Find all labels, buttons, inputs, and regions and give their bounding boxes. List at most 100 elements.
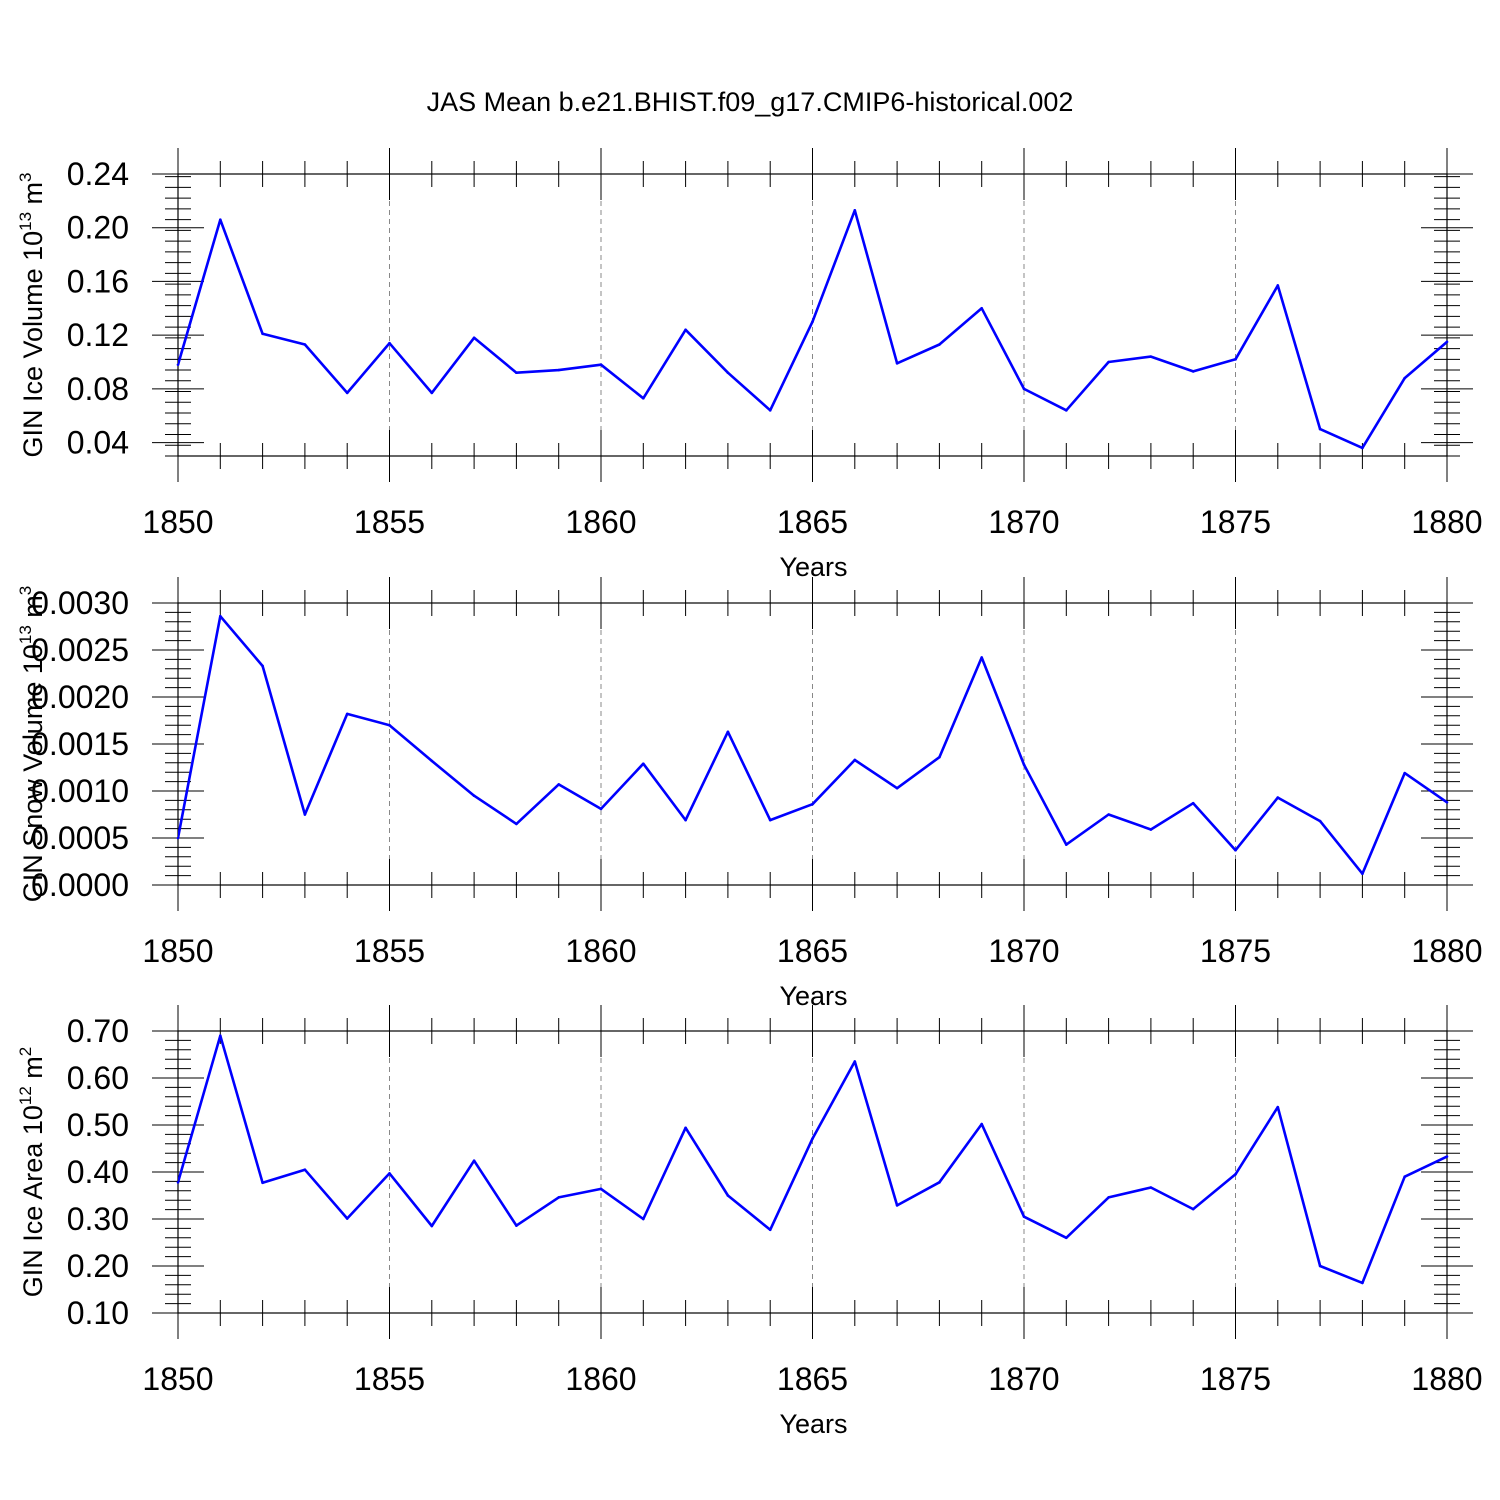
y-axis-title-text: m	[18, 595, 48, 625]
data-point	[219, 614, 222, 618]
data-point	[1318, 819, 1322, 823]
y-tick-label: 0.60	[67, 1060, 129, 1096]
y-axis-title-superscript: 3	[16, 586, 35, 595]
data-point	[1022, 387, 1026, 391]
y-tick-label: 0.40	[67, 1154, 129, 1190]
data-point	[261, 332, 264, 336]
data-point	[895, 786, 899, 790]
x-tick-label: 1860	[565, 933, 636, 969]
x-tick-label: 1865	[777, 933, 848, 969]
data-point	[599, 363, 603, 366]
data-point	[768, 818, 772, 822]
y-axis-title: GIN Ice Area 1012 m2	[16, 1047, 48, 1298]
data-point	[895, 1204, 899, 1207]
x-tick-label: 1875	[1200, 1361, 1271, 1397]
data-point	[430, 391, 434, 395]
panel-ice-area: 0.10 0.20 0.30 0.40 0.50 0.60 0.70 1850 1855 1860…	[16, 1005, 1483, 1439]
data-point	[472, 794, 476, 797]
data-point	[176, 836, 180, 840]
x-tick-label: 1880	[1411, 1361, 1482, 1397]
y-axis-title: GIN Ice Volume 1013 m3	[16, 172, 48, 457]
data-point	[811, 802, 814, 806]
data-point	[472, 1159, 476, 1163]
data-point	[1065, 409, 1068, 412]
data-point	[1191, 370, 1195, 373]
data-point	[980, 306, 983, 310]
data-point	[642, 1217, 645, 1221]
data-point	[1445, 1155, 1449, 1158]
data-point	[684, 818, 687, 822]
figure-title: JAS Mean b.e21.BHIST.f09_g17.CMIP6-histo…	[427, 87, 1074, 117]
data-point	[1149, 355, 1153, 358]
data-point	[853, 1060, 857, 1063]
y-tick-label: 0.70	[67, 1013, 129, 1049]
data-point	[684, 1126, 687, 1130]
x-tick-label: 1875	[1200, 504, 1271, 540]
data-point	[345, 391, 349, 395]
x-tick-label: 1850	[142, 933, 213, 969]
y-axis-title-text: m	[18, 1056, 48, 1086]
data-point	[726, 371, 730, 375]
series-line-snow-volume	[178, 614, 1447, 876]
data-point	[642, 762, 645, 766]
y-tick-label: 0.20	[67, 1248, 129, 1284]
panel-snow-volume: 0.0000 0.0005 0.0010 0.0015 0.0020 0.0025 0.00…	[16, 577, 1483, 1011]
panels: 0.04 0.08 0.12 0.16 0.20 0.24 1850 1855 1860 1865…	[16, 148, 1483, 1439]
data-point	[557, 368, 560, 372]
y-tick-label: 0.50	[67, 1107, 129, 1143]
data-point	[557, 783, 560, 786]
data-point	[1276, 796, 1280, 799]
data-point	[938, 755, 941, 759]
data-point	[853, 208, 857, 212]
data-point	[219, 1034, 222, 1037]
plot-frame	[177, 602, 1448, 886]
data-point	[599, 807, 603, 811]
data-point	[261, 664, 264, 668]
data-point	[303, 343, 307, 346]
x-tick-label: 1855	[354, 504, 425, 540]
x-tick-label: 1875	[1200, 933, 1271, 969]
data-point	[684, 328, 687, 332]
data-point	[388, 341, 391, 345]
data-point	[1403, 376, 1406, 380]
data-point	[1022, 1215, 1026, 1218]
y-tick-label: 0.0030	[31, 585, 129, 621]
x-axis-title: Years	[779, 552, 847, 582]
data-point	[1107, 813, 1110, 816]
data-point	[176, 363, 180, 366]
panel-ice-volume: 0.04 0.08 0.12 0.16 0.20 0.24 1850 1855 1860 1865…	[16, 148, 1483, 582]
y-axis-title-text: GIN Snow Volume 10	[18, 644, 48, 902]
y-axis-title-text: GIN Ice Volume 10	[18, 231, 48, 458]
data-point	[895, 362, 899, 365]
y-axis-title-text: GIN Ice Area 10	[18, 1105, 48, 1297]
y-tick-label: 0.04	[67, 425, 129, 461]
data-point	[219, 218, 222, 221]
data-point	[980, 656, 983, 659]
x-tick-label: 1870	[988, 933, 1059, 969]
data-point	[599, 1187, 603, 1191]
y-tick-label: 0.30	[67, 1201, 129, 1237]
data-point	[938, 343, 941, 346]
data-point	[938, 1181, 941, 1184]
data-point	[1403, 1175, 1406, 1178]
y-axis-title-superscript: 12	[16, 1086, 35, 1105]
data-point	[768, 1228, 772, 1232]
data-point	[1191, 1207, 1195, 1211]
data-point	[1445, 800, 1449, 804]
data-point	[1234, 358, 1237, 361]
data-point	[345, 712, 349, 716]
data-point	[853, 758, 857, 762]
data-point	[642, 396, 645, 400]
data-point	[1107, 360, 1110, 364]
y-tick-label: 0.0015	[31, 726, 129, 762]
data-point	[1065, 843, 1068, 846]
data-point	[1445, 340, 1449, 344]
y-tick-label: 0.0020	[31, 679, 129, 715]
y-tick-label: 0.12	[67, 317, 129, 353]
data-point	[1191, 801, 1195, 805]
data-point	[303, 813, 307, 816]
plot-frame	[177, 1030, 1448, 1314]
data-point	[472, 336, 476, 340]
data-point	[388, 1172, 391, 1175]
